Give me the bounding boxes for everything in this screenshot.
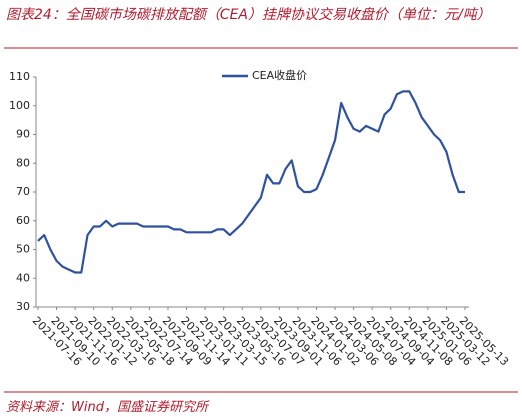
y-tick-label: 110	[9, 70, 30, 83]
series-line	[37, 90, 465, 274]
y-tick-label: 100	[9, 99, 30, 112]
y-tick-label: 70	[16, 185, 30, 198]
y-tick-label: 30	[16, 300, 30, 313]
y-tick-label: 40	[16, 271, 30, 284]
chart-title: 图表24：全国碳市场碳排放配额（CEA）挂牌协议交易收盘价（单位：元/吨）	[6, 7, 491, 23]
y-tick-label: 80	[16, 156, 30, 169]
y-tick-label: 50	[16, 243, 30, 256]
legend-label: CEA收盘价	[252, 68, 307, 82]
y-tick-label: 90	[16, 128, 30, 141]
y-tick-label: 60	[16, 214, 30, 227]
source-note: 资料来源：Wind，国盛证券研究所	[6, 400, 208, 415]
